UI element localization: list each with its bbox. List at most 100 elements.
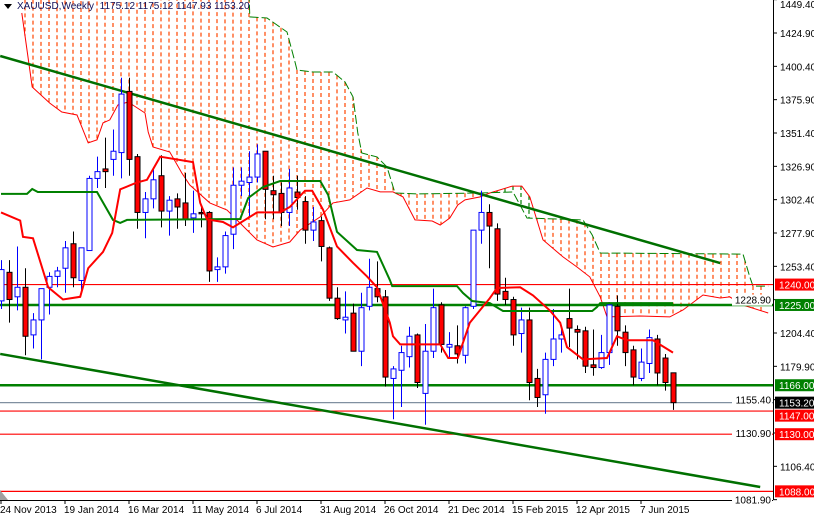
candle (582, 326, 589, 373)
candle-body (542, 358, 549, 396)
candle (438, 302, 445, 353)
candle (502, 277, 509, 305)
candle-body (222, 235, 229, 268)
candle-body (526, 319, 533, 384)
candle-body (230, 184, 237, 235)
candle-body (286, 187, 293, 213)
candle (134, 153, 141, 229)
candle (422, 324, 429, 425)
candle (318, 216, 325, 262)
candle (310, 207, 317, 242)
candle (278, 182, 285, 227)
y-tick-label: 1326.90 (780, 162, 814, 173)
y-tick-label: 1106.40 (780, 462, 814, 473)
candle-body (510, 299, 517, 336)
candle-body (0, 269, 5, 302)
candle-body (662, 357, 669, 384)
candle-body (86, 177, 93, 252)
candle (366, 258, 373, 311)
candle (166, 196, 173, 236)
candle (70, 231, 77, 288)
candle (6, 260, 13, 323)
level-label-bg (775, 485, 814, 498)
candle-body (574, 328, 581, 333)
candle-body (446, 343, 453, 348)
candle (326, 246, 333, 301)
candle (46, 272, 53, 315)
level-label: 1240.00 (779, 281, 814, 292)
candle-body (174, 198, 181, 208)
candle (574, 325, 581, 360)
candle-body (654, 338, 661, 374)
candle-body (158, 175, 165, 212)
candle (302, 196, 309, 244)
candle-body (462, 307, 469, 356)
candle (254, 144, 261, 183)
candle (382, 289, 389, 387)
candle (54, 266, 61, 288)
kijun-sen-line (1, 180, 673, 312)
x-tick-label: 11 May 2014 (192, 505, 250, 516)
candle-body (30, 319, 37, 336)
x-tick-label: 16 Mar 2014 (128, 505, 185, 516)
level-label-bg (775, 298, 814, 311)
candle-body (142, 198, 149, 213)
candle (174, 193, 181, 229)
candle (230, 167, 237, 250)
candle (150, 168, 157, 209)
candle (446, 332, 453, 359)
candle-body (246, 176, 253, 184)
candle-body (54, 270, 61, 277)
candle (622, 325, 629, 367)
candle-body (190, 213, 197, 219)
trendline-0 (0, 54, 721, 265)
tenkan-sen-line (0, 155, 674, 361)
candle (142, 192, 149, 239)
candle (78, 247, 85, 290)
candle (390, 366, 397, 420)
candle (62, 241, 69, 293)
chart-shift-icon (0, 490, 8, 500)
candle-body (414, 334, 421, 384)
y-tick-label: 1449.40 (780, 0, 814, 11)
candle (30, 313, 37, 349)
candle (470, 229, 477, 310)
candle-body (486, 211, 493, 227)
candle-body (550, 338, 557, 360)
candle (102, 137, 109, 188)
y-tick-label: 1400.40 (780, 62, 814, 73)
candle (158, 155, 165, 228)
candle-body (22, 286, 29, 337)
y-tick-label: 1351.40 (780, 129, 814, 140)
candle-body (94, 171, 101, 179)
candle-body (102, 168, 109, 173)
dropdown-triangle-icon[interactable] (4, 3, 12, 9)
plot-area (0, 0, 773, 492)
candle-body (126, 90, 133, 160)
y-tick-label: 1204.40 (780, 329, 814, 340)
x-tick-label: 21 Dec 2014 (448, 505, 505, 516)
candle-body (78, 247, 85, 281)
candle-body (582, 330, 589, 367)
candle-body (206, 211, 213, 272)
y-tick-label: 1155.40 (736, 396, 772, 407)
level-label: 1153.20 (779, 399, 814, 410)
candle-body (6, 271, 13, 301)
candle-body (470, 229, 477, 307)
candle-body (134, 156, 141, 213)
candle (630, 345, 637, 386)
candle (238, 167, 245, 197)
candle-body (614, 305, 621, 332)
candle (590, 329, 597, 376)
candle (246, 151, 253, 217)
level-label-bg (775, 428, 814, 441)
candle (550, 309, 557, 367)
candle (598, 334, 605, 369)
candle (662, 353, 669, 391)
candle-body (166, 199, 173, 212)
y-tick-label-bg (732, 427, 772, 439)
candle-body (646, 337, 653, 364)
senkou-span-b-line (248, 0, 769, 287)
candle (566, 288, 573, 348)
